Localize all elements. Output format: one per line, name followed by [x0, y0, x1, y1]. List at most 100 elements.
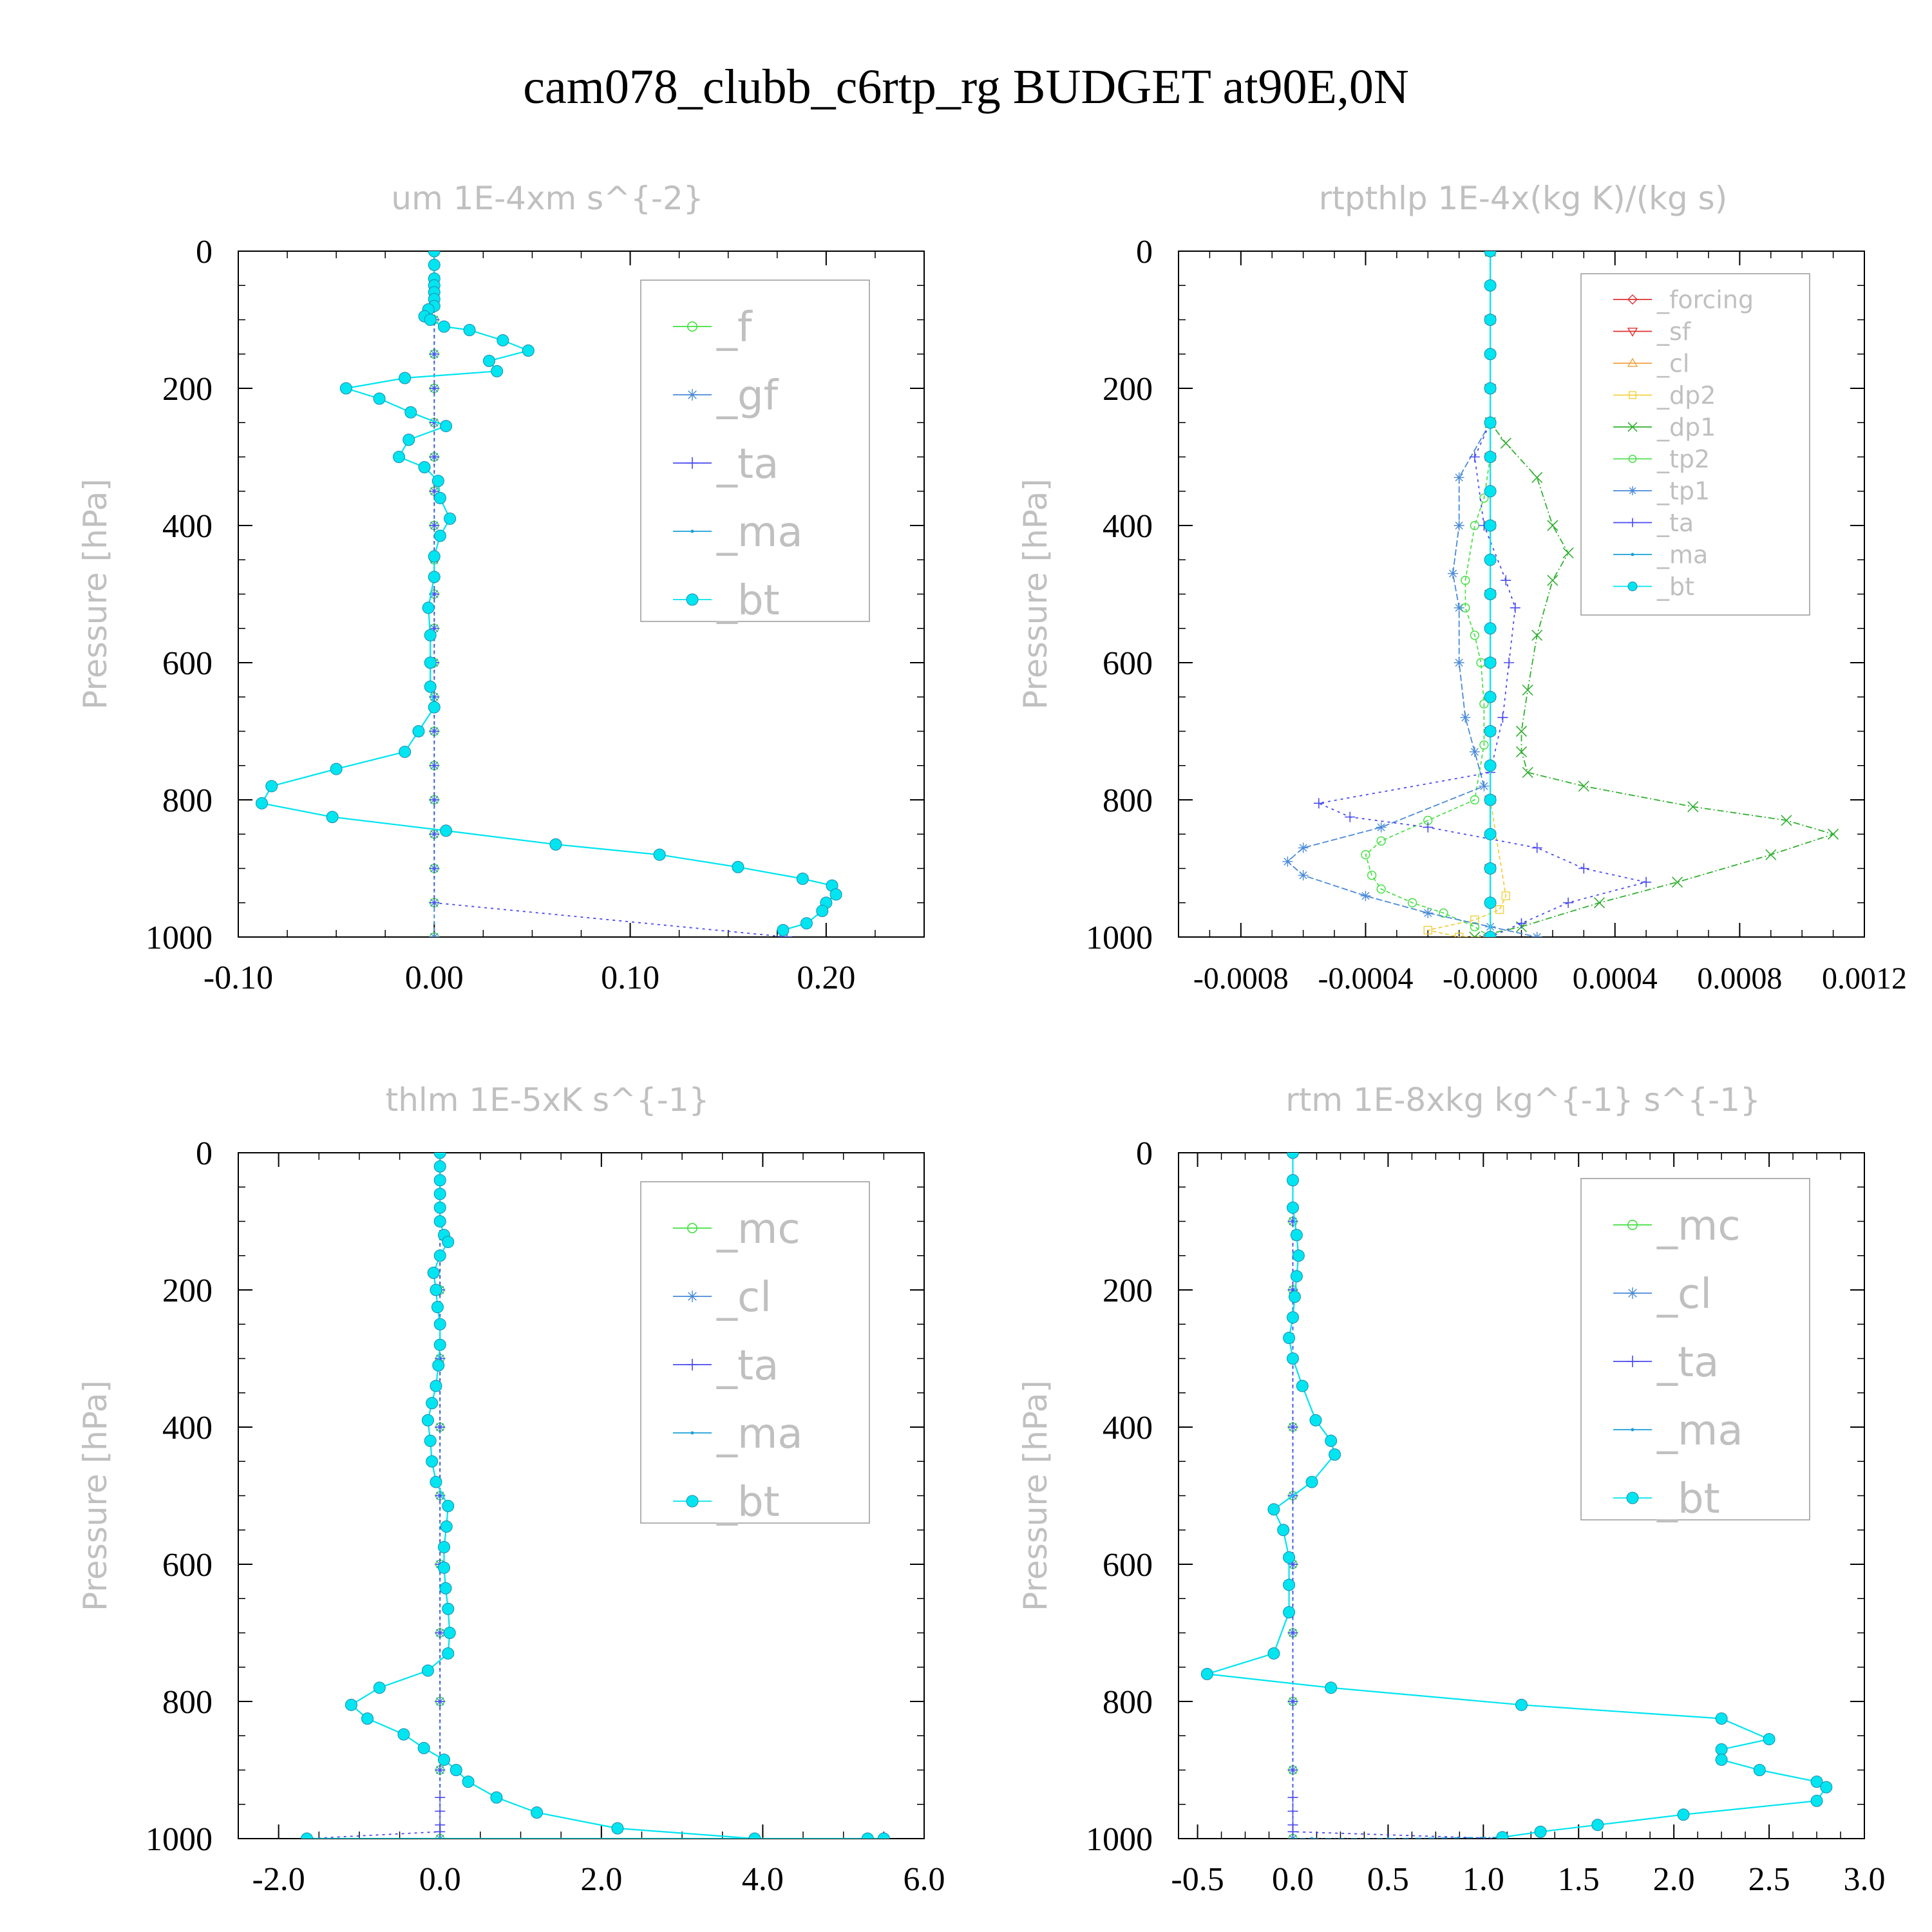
- series-line-ta: [307, 1153, 441, 1839]
- legend-marker: [687, 1359, 698, 1370]
- legend-label: _ta: [1656, 1339, 1719, 1387]
- data-point-bt: [402, 433, 415, 446]
- data-point-bt: [373, 392, 386, 405]
- y-tick-label: 600: [162, 645, 213, 682]
- data-point-tp2: [1439, 908, 1448, 918]
- x-tick-label: 0.10: [601, 960, 659, 996]
- data-point-ma: [1310, 1837, 1314, 1839]
- legend-label: _bt: [716, 577, 780, 625]
- data-point-bt: [424, 314, 437, 326]
- data-point-bt: [430, 1283, 442, 1296]
- data-point-bt: [418, 460, 431, 473]
- data-point-bt: [653, 848, 666, 861]
- data-point-bt: [1484, 828, 1497, 840]
- data-point-bt: [1283, 1606, 1296, 1619]
- y-tick-label: 600: [1103, 645, 1153, 682]
- data-point-dp2: [1495, 905, 1504, 914]
- data-point-ta: [1501, 575, 1511, 586]
- y-tick-label: 400: [1103, 508, 1153, 545]
- y-axis-label: Pressure [hPa]: [77, 478, 114, 710]
- data-point-bt: [1309, 1414, 1322, 1426]
- legend-marker: [1629, 391, 1636, 399]
- data-point-bt: [1283, 1578, 1296, 1591]
- data-point-bt: [1484, 348, 1497, 361]
- data-point-ta: [1287, 1627, 1298, 1638]
- legend-marker: [687, 321, 698, 332]
- data-point-tp2: [1470, 922, 1480, 932]
- legend-label: _ma: [716, 509, 803, 556]
- legend-label: _cl: [1656, 1271, 1712, 1318]
- x-tick-label: 0.5: [1367, 1861, 1409, 1898]
- y-tick-label: 200: [1103, 1273, 1153, 1309]
- data-point-ta: [429, 829, 440, 840]
- legend-label: _ta: [716, 1342, 779, 1390]
- panel-2: rtpthlp 1E-4x(kg K)/(kg s) Pressure [hPa]…: [1017, 180, 1907, 996]
- data-point-bt: [1484, 931, 1497, 937]
- data-point-tp2: [1407, 898, 1417, 907]
- data-point-bt: [1753, 1764, 1766, 1776]
- legend-marker: [1627, 294, 1638, 305]
- legend-marker: [690, 529, 694, 533]
- x-tick-label: -0.5: [1171, 1861, 1224, 1898]
- data-point-bt: [1287, 1153, 1299, 1159]
- data-point-tp1: [1454, 472, 1464, 483]
- legend: _mc _cl _ta _ma _bt: [1580, 1178, 1810, 1523]
- data-point-tp1: [1479, 781, 1490, 791]
- y-axis-label: Pressure [hPa]: [77, 1380, 114, 1611]
- data-point-dp1: [1522, 685, 1533, 696]
- panel-4: rtm 1E-8xkg kg^{-1} s^{-1} Pressure [hPa]…: [1017, 1081, 1886, 1898]
- data-point-bt: [417, 1741, 430, 1754]
- data-point-dp2: [1423, 925, 1432, 935]
- data-point-ta: [1287, 1422, 1298, 1432]
- data-point-bt: [422, 601, 435, 614]
- y-tick-label: 400: [162, 508, 213, 545]
- data-point-bt: [424, 629, 437, 641]
- data-point-ta: [435, 1792, 446, 1803]
- legend-label: _forcing: [1656, 286, 1754, 314]
- data-point-tp2: [1470, 795, 1480, 805]
- x-tick-label: 0.20: [797, 960, 855, 996]
- legend-label: _bt: [1656, 1475, 1720, 1523]
- data-point-bt: [430, 1379, 442, 1392]
- legend-marker: [687, 1291, 698, 1302]
- data-point-bt: [345, 1698, 357, 1711]
- y-tick-label: 400: [1103, 1410, 1153, 1446]
- data-point-ta: [1287, 1792, 1298, 1803]
- data-point-bt: [1283, 1551, 1296, 1564]
- y-tick-label: 800: [162, 1684, 213, 1721]
- data-point-bt: [426, 1397, 439, 1410]
- data-point-dp2: [1454, 933, 1464, 937]
- data-point-bt: [438, 1561, 450, 1574]
- x-tick-label: -0.0008: [1193, 961, 1289, 996]
- data-point-bt: [438, 1540, 450, 1553]
- data-point-bt: [1287, 1201, 1299, 1214]
- data-point-bt: [432, 1359, 445, 1372]
- data-point-ta: [435, 1696, 446, 1707]
- panel-title: rtm 1E-8xkg kg^{-1} s^{-1}: [1285, 1081, 1761, 1119]
- y-tick-label: 200: [162, 1273, 213, 1309]
- data-point-tp2: [1479, 493, 1489, 503]
- data-point-dp1: [1578, 781, 1589, 792]
- data-point-tp2: [1361, 849, 1370, 860]
- legend-marker: [1628, 455, 1637, 463]
- data-point-ta: [1504, 658, 1515, 668]
- data-point-bt: [421, 1414, 434, 1426]
- data-point-ta: [1287, 1216, 1298, 1227]
- data-point-bt: [611, 1822, 624, 1835]
- y-tick-label: 1000: [146, 1821, 213, 1858]
- data-point-bt: [1484, 896, 1497, 909]
- data-point-bt: [433, 1215, 446, 1227]
- data-point-bt: [399, 372, 412, 384]
- data-point-tp1: [1454, 602, 1464, 613]
- y-axis-label: Pressure [hPa]: [1017, 478, 1054, 710]
- legend-marker: [1627, 357, 1638, 367]
- data-point-ma: [1386, 1837, 1390, 1839]
- data-point-bt: [1283, 1332, 1296, 1345]
- data-point-bt: [1484, 485, 1497, 498]
- y-tick-label: 600: [1103, 1547, 1153, 1584]
- x-tick-label: 0.0012: [1822, 961, 1907, 996]
- data-point-gf: [429, 932, 440, 937]
- data-point-dp1: [1687, 801, 1699, 813]
- legend: _mc _cl _ta _ma _bt: [640, 1181, 870, 1526]
